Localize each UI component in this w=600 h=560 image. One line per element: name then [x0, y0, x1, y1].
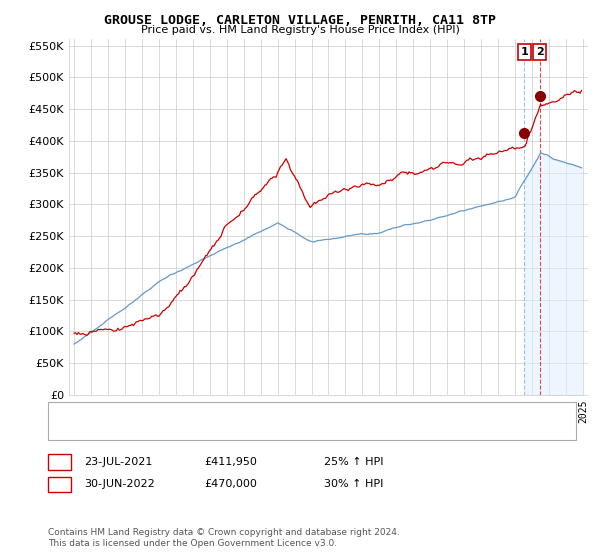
Text: 25% ↑ HPI: 25% ↑ HPI	[324, 457, 383, 467]
Text: 30-JUN-2022: 30-JUN-2022	[84, 479, 155, 489]
Text: GROUSE LODGE, CARLETON VILLAGE, PENRITH, CA11 8TP (detached house): GROUSE LODGE, CARLETON VILLAGE, PENRITH,…	[96, 407, 492, 417]
Text: GROUSE LODGE, CARLETON VILLAGE, PENRITH, CA11 8TP: GROUSE LODGE, CARLETON VILLAGE, PENRITH,…	[104, 14, 496, 27]
Text: HPI: Average price, detached house, Westmorland and Furness: HPI: Average price, detached house, West…	[96, 425, 424, 435]
Text: £470,000: £470,000	[204, 479, 257, 489]
Text: 2: 2	[55, 478, 64, 491]
Text: 1: 1	[520, 47, 528, 57]
Text: Price paid vs. HM Land Registry's House Price Index (HPI): Price paid vs. HM Land Registry's House …	[140, 25, 460, 35]
Text: 2: 2	[536, 47, 544, 57]
Text: 30% ↑ HPI: 30% ↑ HPI	[324, 479, 383, 489]
Text: Contains HM Land Registry data © Crown copyright and database right 2024.
This d: Contains HM Land Registry data © Crown c…	[48, 528, 400, 548]
Text: 23-JUL-2021: 23-JUL-2021	[84, 457, 152, 467]
Text: 1: 1	[55, 455, 64, 469]
Text: £411,950: £411,950	[204, 457, 257, 467]
